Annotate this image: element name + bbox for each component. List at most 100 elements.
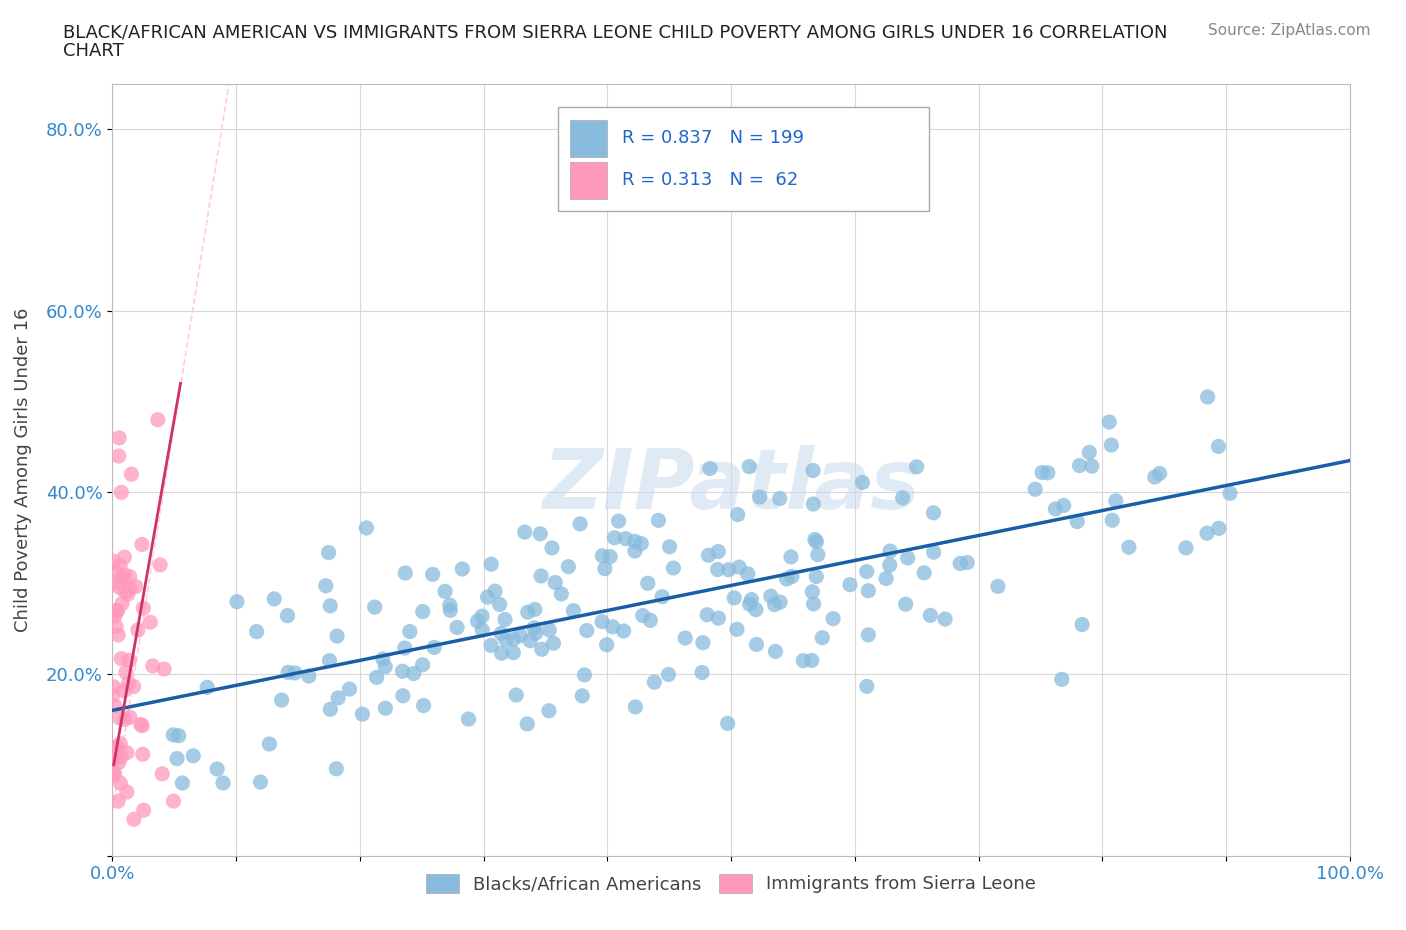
Point	[690, 665, 713, 680]
Point	[738, 459, 761, 474]
Point	[875, 571, 897, 586]
Y-axis label: Child Poverty Among Girls Under 16: Child Poverty Among Girls Under 16	[14, 308, 32, 631]
Point	[1149, 466, 1171, 481]
Text: CHART: CHART	[63, 42, 124, 60]
Point	[319, 598, 342, 613]
Point	[110, 750, 132, 764]
Point	[131, 747, 153, 762]
Point	[505, 687, 527, 702]
Point	[524, 626, 547, 641]
Point	[1099, 438, 1122, 453]
Point	[1036, 465, 1059, 480]
FancyBboxPatch shape	[558, 107, 929, 211]
Point	[807, 547, 830, 562]
Point	[352, 707, 374, 722]
Point	[543, 636, 565, 651]
Point	[101, 752, 124, 767]
Point	[110, 485, 132, 499]
Point	[613, 624, 636, 639]
Point	[166, 751, 188, 766]
Point	[602, 619, 624, 634]
Point	[491, 645, 513, 660]
Point	[1045, 501, 1067, 516]
Point	[776, 572, 799, 587]
Point	[800, 653, 823, 668]
Point	[108, 711, 131, 725]
Point	[631, 608, 654, 623]
Point	[118, 569, 141, 584]
Point	[591, 549, 613, 564]
Point	[104, 609, 127, 624]
Point	[488, 597, 510, 612]
Point	[603, 530, 626, 545]
Point	[1143, 470, 1166, 485]
Point	[624, 543, 647, 558]
Point	[894, 597, 917, 612]
Point	[439, 598, 461, 613]
Point	[949, 556, 972, 571]
Point	[591, 615, 613, 630]
Point	[439, 603, 461, 618]
Point	[922, 545, 945, 560]
Point	[167, 728, 190, 743]
Point	[263, 591, 285, 606]
Point	[905, 459, 928, 474]
Point	[111, 570, 134, 585]
Point	[107, 755, 129, 770]
Point	[394, 565, 416, 580]
Point	[934, 612, 956, 627]
Point	[110, 651, 132, 666]
Point	[658, 539, 681, 554]
Point	[769, 594, 792, 609]
FancyBboxPatch shape	[571, 163, 607, 200]
Point	[738, 597, 761, 612]
Point	[131, 718, 153, 733]
Point	[523, 602, 546, 617]
Point	[855, 565, 877, 579]
Point	[115, 745, 138, 760]
Point	[571, 688, 593, 703]
Point	[122, 812, 145, 827]
Point	[107, 448, 129, 463]
Point	[479, 638, 502, 653]
Point	[434, 584, 457, 599]
Point	[374, 659, 396, 674]
Point	[1050, 672, 1073, 687]
Point	[103, 767, 125, 782]
Point	[745, 603, 768, 618]
Point	[920, 608, 942, 623]
Point	[212, 776, 235, 790]
Point	[127, 622, 149, 637]
Point	[673, 631, 696, 645]
Point	[550, 587, 572, 602]
Point	[277, 665, 299, 680]
Text: Source: ZipAtlas.com: Source: ZipAtlas.com	[1208, 23, 1371, 38]
Point	[696, 607, 718, 622]
Point	[717, 563, 740, 578]
Point	[806, 569, 828, 584]
Point	[717, 716, 740, 731]
Point	[153, 661, 176, 676]
Point	[491, 626, 513, 641]
Point	[398, 624, 420, 639]
Point	[1219, 485, 1241, 500]
Point	[569, 516, 592, 531]
Point	[803, 596, 825, 611]
Point	[513, 525, 536, 539]
Point	[118, 580, 141, 595]
Legend: Blacks/African Americans, Immigrants from Sierra Leone: Blacks/African Americans, Immigrants fro…	[419, 867, 1043, 900]
Point	[107, 628, 129, 643]
Point	[103, 679, 125, 694]
Point	[727, 507, 749, 522]
Point	[748, 489, 770, 504]
Point	[325, 762, 347, 777]
Point	[723, 591, 745, 605]
Point	[471, 608, 494, 623]
Point	[1105, 494, 1128, 509]
Point	[366, 670, 388, 684]
Point	[259, 737, 281, 751]
Point	[801, 497, 824, 512]
Point	[412, 658, 434, 672]
Point	[298, 669, 321, 684]
Point	[765, 644, 787, 659]
